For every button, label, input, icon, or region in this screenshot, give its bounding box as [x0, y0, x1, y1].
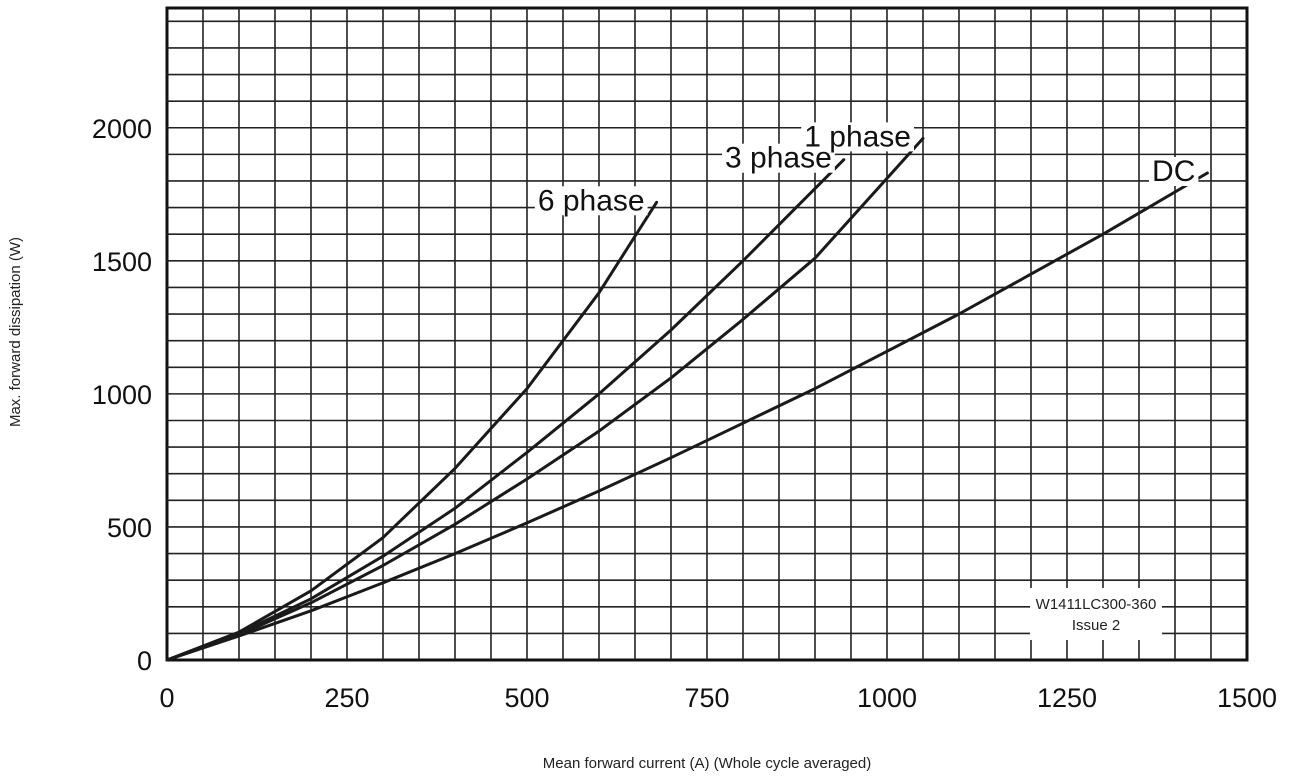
- drawing-id-box: W1411LC300-360 Issue 2: [1030, 588, 1162, 640]
- drawing-id: W1411LC300-360: [1036, 596, 1157, 613]
- series-label: 6 phase: [538, 184, 645, 217]
- series-label-bg: [534, 186, 648, 216]
- series-line: [165, 158, 846, 662]
- x-tick-label: 250: [324, 683, 369, 713]
- y-tick-label: 500: [107, 513, 152, 543]
- series-lines: [165, 136, 1209, 662]
- y-tick-label: 0: [137, 646, 152, 676]
- series-label-group: 6 phase: [534, 184, 648, 217]
- series-line: [165, 171, 1209, 662]
- series-label: 1 phase: [804, 120, 911, 153]
- x-tick-label: 1250: [1037, 683, 1097, 713]
- series-label-bg: [801, 122, 914, 152]
- issue-label: Issue 2: [1072, 617, 1120, 634]
- y-tick-label: 1500: [92, 247, 152, 277]
- series-label-group: 1 phase: [801, 120, 914, 153]
- y-tick-labels: 0 500 1000 1500 2000: [92, 114, 152, 676]
- series-label-group: DC: [1149, 155, 1199, 188]
- y-tick-label: 2000: [92, 114, 152, 144]
- x-tick-label: 1000: [857, 683, 917, 713]
- series-line: [165, 200, 659, 662]
- x-tick-label: 500: [504, 683, 549, 713]
- x-tick-label: 750: [684, 683, 729, 713]
- y-tick-label: 1000: [92, 380, 152, 410]
- x-tick-labels: 0 250 500 750 1000 1250 1500: [159, 683, 1277, 713]
- series-label: DC: [1152, 155, 1195, 188]
- x-tick-label: 0: [159, 683, 174, 713]
- series-line: [165, 136, 925, 662]
- x-tick-label: 1500: [1217, 683, 1277, 713]
- grid: [165, 6, 1249, 662]
- y-axis-title: Max. forward dissipation (W): [7, 237, 24, 427]
- series-label-bg: [1149, 156, 1199, 186]
- x-axis-title: Mean forward current (A) (Whole cycle av…: [543, 755, 871, 772]
